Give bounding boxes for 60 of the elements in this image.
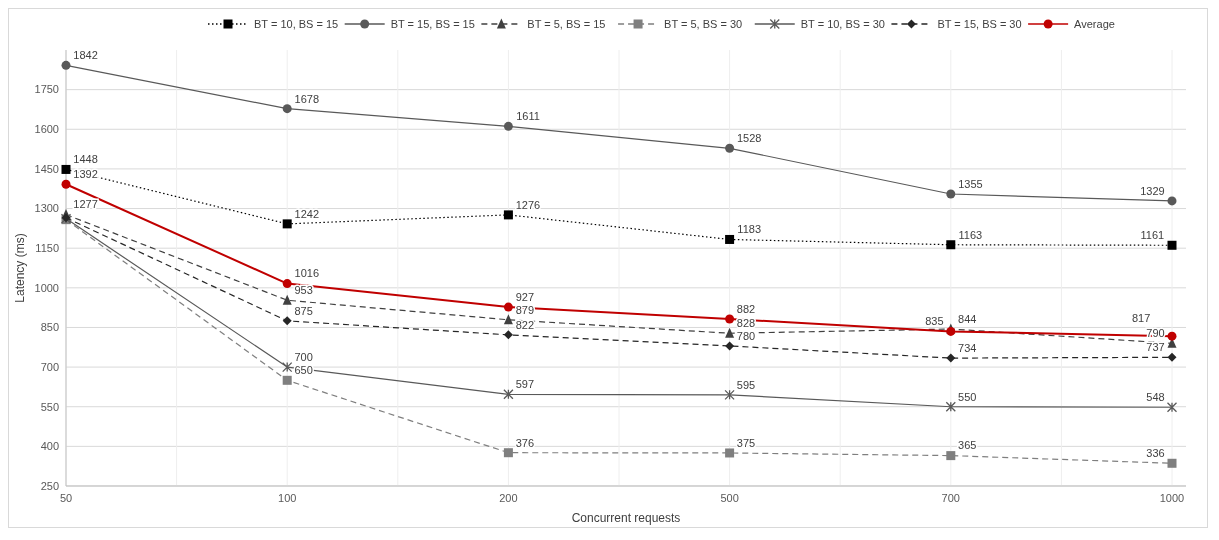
- legend-label: BT = 15, BS = 30: [937, 17, 1022, 30]
- data-label: 1329: [1140, 184, 1165, 197]
- data-label: 780: [736, 329, 756, 342]
- legend-label: BT = 5, BS = 15: [527, 17, 606, 30]
- legend-label: BT = 5, BS = 30: [664, 17, 743, 30]
- data-label: 882: [736, 302, 756, 315]
- data-label: 376: [515, 436, 535, 449]
- y-tick-label: 850: [40, 321, 59, 334]
- data-label: 597: [515, 378, 535, 391]
- y-axis-title: Latency (ms): [13, 233, 27, 303]
- data-label: 1611: [516, 110, 540, 123]
- data-label: 595: [736, 378, 756, 391]
- y-tick-label: 1450: [34, 162, 59, 175]
- y-tick-label: 400: [40, 440, 59, 453]
- x-tick-label: 500: [720, 492, 739, 504]
- x-tick-label: 100: [278, 492, 297, 504]
- y-tick-label: 550: [40, 400, 59, 413]
- data-label: 817: [1131, 312, 1151, 325]
- data-label: 844: [958, 312, 977, 325]
- x-axis-title: Concurrent requests: [571, 511, 681, 525]
- data-label: 1678: [294, 92, 320, 105]
- data-label: 953: [294, 284, 313, 297]
- y-tick-label: 700: [40, 360, 59, 373]
- x-tick-label: 700: [941, 492, 960, 504]
- x-tick-label: 50: [59, 492, 73, 504]
- legend-label: Average: [1074, 17, 1115, 30]
- y-tick-label: 1300: [34, 202, 59, 215]
- legend-label: BT = 15, BS = 15: [390, 17, 475, 30]
- y-tick-label: 250: [40, 479, 59, 492]
- data-label: 548: [1146, 391, 1165, 404]
- data-label: 927: [515, 290, 535, 303]
- data-label: 365: [958, 439, 977, 452]
- y-tick-label: 1150: [35, 242, 59, 255]
- data-label: 734: [958, 341, 977, 354]
- data-label: 1183: [737, 223, 762, 236]
- data-label: 1276: [515, 198, 541, 211]
- legend-label: BT = 10, BS = 30: [800, 17, 885, 30]
- data-label: 1016: [294, 267, 320, 280]
- data-label: 375: [736, 436, 756, 449]
- data-label: 1448: [73, 153, 98, 166]
- y-tick-label: 1600: [34, 123, 59, 136]
- data-label: 822: [515, 318, 535, 331]
- data-label: 550: [958, 390, 977, 403]
- data-label: 1163: [958, 228, 983, 241]
- data-label: 1242: [294, 207, 320, 220]
- data-label: 1277: [73, 198, 98, 211]
- data-label: 1528: [736, 132, 762, 145]
- data-label: 1842: [73, 49, 98, 62]
- y-tick-label: 1750: [34, 83, 59, 96]
- data-label: 700: [294, 350, 313, 363]
- data-label: 875: [294, 304, 313, 317]
- data-label: 336: [1146, 447, 1165, 460]
- data-label: 835: [925, 315, 944, 328]
- data-label: 1355: [958, 177, 983, 190]
- x-tick-label: 1000: [1159, 492, 1185, 504]
- x-tick-label: 200: [499, 492, 518, 504]
- data-label: 1161: [1140, 229, 1165, 242]
- y-tick-label: 1000: [34, 281, 59, 294]
- data-label: 737: [1146, 341, 1165, 354]
- legend-label: BT = 10, BS = 15: [254, 17, 339, 30]
